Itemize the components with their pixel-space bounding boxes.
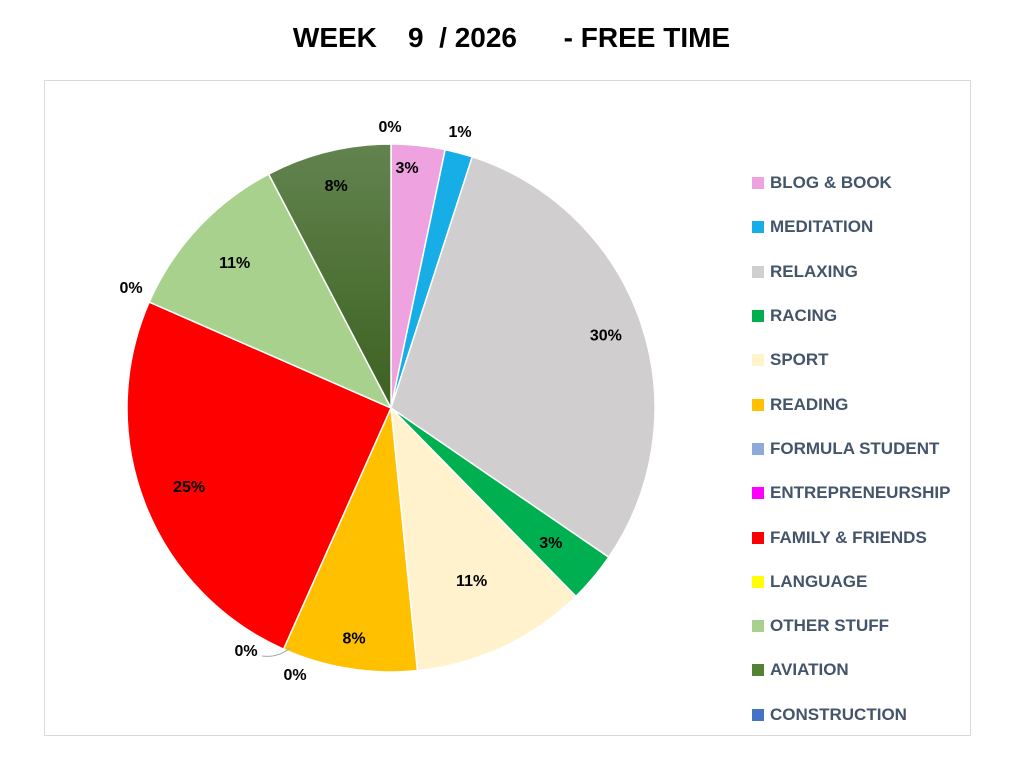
data-label-blog-and-book: 3%: [395, 160, 418, 177]
legend-label: ENTREPRENEURSHIP: [770, 483, 951, 503]
legend-label: RACING: [770, 306, 838, 326]
data-label-meditation: 1%: [448, 124, 471, 141]
legend-label: MEDITATION: [770, 217, 874, 237]
leader-line: [261, 647, 291, 657]
legend-item-racing: RACING: [752, 294, 950, 338]
pie-slice-aviation: [267, 143, 392, 409]
pie-slice-family-and-friends: [126, 301, 392, 651]
data-label-entrepreneurship: 0%: [283, 667, 306, 684]
legend-label: FORMULA STUDENT: [770, 438, 940, 458]
legend-label: SPORT: [770, 350, 829, 370]
legend-item-reading: READING: [752, 382, 950, 426]
legend-label: FAMILY & FRIENDS: [770, 527, 927, 547]
legend-item-formula-student: FORMULA STUDENT: [752, 427, 950, 471]
legend-swatch: [752, 442, 764, 455]
legend-label: RELAXING: [770, 261, 858, 281]
legend-item-language: LANGUAGE: [752, 560, 950, 604]
pie-slice-relaxing: [390, 155, 656, 559]
data-label-construction: 0%: [378, 119, 401, 136]
legend-swatch: [752, 354, 764, 367]
legend-swatch: [752, 310, 764, 323]
legend-label: BLOG & BOOK: [770, 173, 892, 193]
pie-slice-other-stuff: [148, 173, 393, 410]
data-label-formula-student: 0%: [234, 643, 257, 660]
data-label-sport: 11%: [456, 573, 487, 590]
legend-item-entrepreneurship: ENTREPRENEURSHIP: [752, 471, 950, 515]
legend-item-aviation: AVIATION: [752, 648, 950, 692]
pie-slice-sport: [390, 405, 577, 672]
legend-item-meditation: MEDITATION: [752, 205, 950, 249]
legend-item-relaxing: RELAXING: [752, 250, 950, 294]
data-label-reading: 8%: [343, 630, 366, 647]
legend-swatch: [752, 620, 764, 633]
data-label-relaxing: 30%: [590, 328, 622, 345]
data-label-other-stuff: 11%: [219, 255, 250, 272]
legend-swatch: [752, 664, 764, 677]
legend-item-family-and-friends: FAMILY & FRIENDS: [752, 515, 950, 559]
legend-swatch: [752, 708, 764, 721]
legend-swatch: [752, 575, 764, 588]
legend-swatch: [752, 221, 764, 234]
legend-swatch: [752, 265, 764, 278]
legend-label: CONSTRUCTION: [770, 704, 907, 724]
legend-label: LANGUAGE: [770, 571, 868, 591]
legend-item-construction: CONSTRUCTION: [752, 693, 950, 737]
data-label-language: 0%: [119, 280, 142, 297]
legend-item-sport: SPORT: [752, 338, 950, 382]
legend-label: READING: [770, 394, 849, 414]
chart-title: WEEK 9 / 2026 - FREE TIME: [292, 22, 731, 53]
legend-label: OTHER STUFF: [770, 616, 889, 636]
data-label-racing: 3%: [539, 535, 562, 552]
legend-swatch: [752, 398, 764, 411]
legend-swatch: [752, 177, 764, 190]
data-label-aviation: 8%: [325, 178, 348, 195]
legend-item-blog-and-book: BLOG & BOOK: [752, 161, 950, 205]
pie-slice-reading: [282, 405, 419, 673]
legend-swatch: [752, 487, 764, 500]
legend-label: AVIATION: [770, 660, 849, 680]
legend-item-other-stuff: OTHER STUFF: [752, 604, 950, 648]
data-label-family-and-friends: 25%: [173, 479, 205, 496]
legend-swatch: [752, 531, 764, 544]
chart-legend: BLOG & BOOK MEDITATION RELAXING RACING SPORT…: [752, 161, 950, 737]
